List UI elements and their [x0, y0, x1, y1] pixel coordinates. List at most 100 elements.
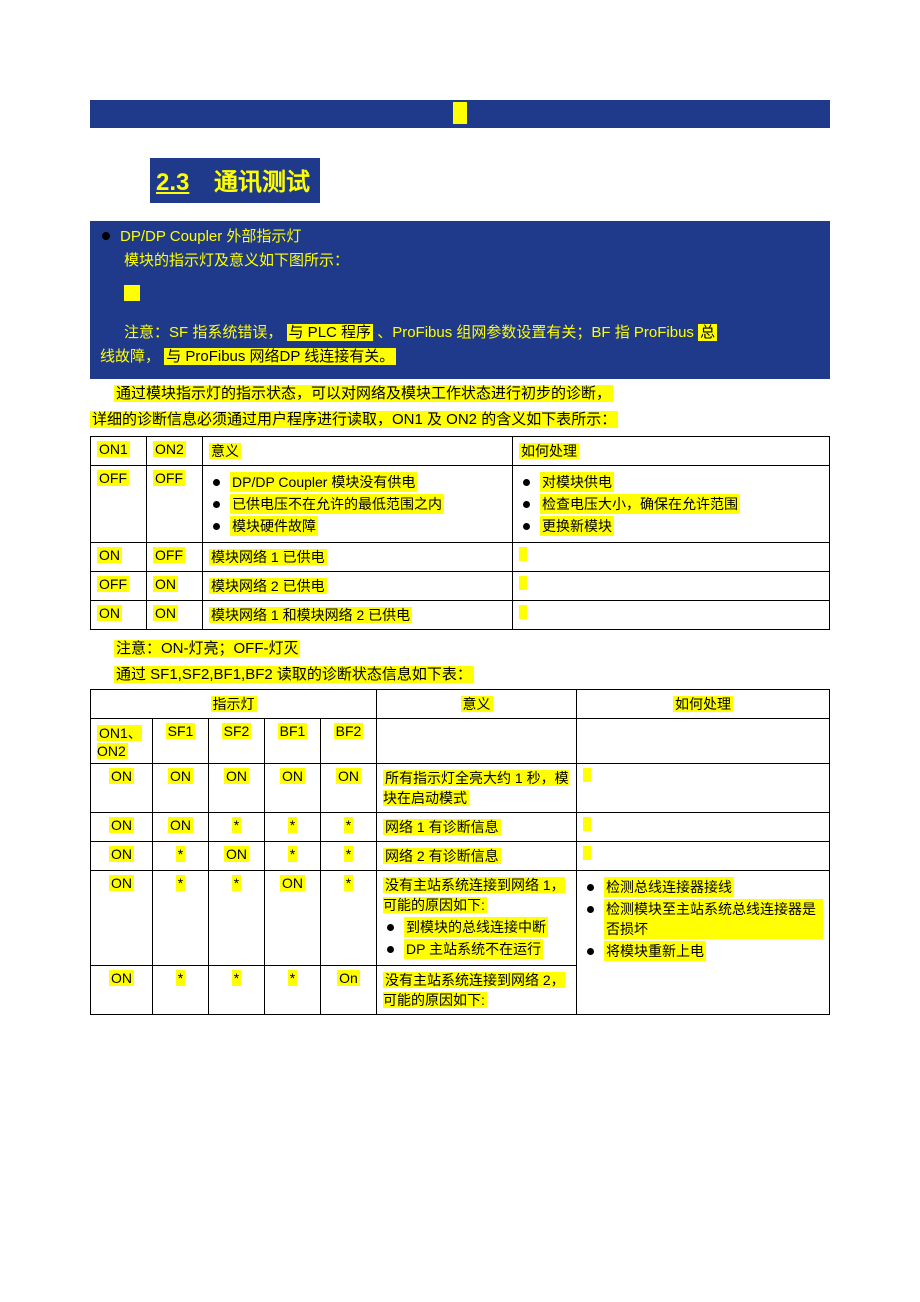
t2-r0-c1: ON	[168, 768, 193, 784]
t2-r1-meaning: 网络 1 有诊断信息	[383, 819, 501, 835]
table2-group-header: 指示灯 意义 如何处理	[91, 690, 830, 719]
t1-r2-on2: ON	[153, 576, 178, 592]
t2-sh1: SF1	[166, 723, 196, 739]
intro-note-hl1: 与 PLC 程序	[287, 324, 374, 341]
intro-block: DP/DP Coupler 外部指示灯 模块的指示灯及意义如下图所示： 注意：S…	[90, 221, 830, 379]
t1-r0-h1: 检查电压大小，确保在允许范围	[540, 494, 740, 514]
intro-bullet-text: DP/DP Coupler 外部指示灯	[120, 225, 301, 249]
t2-r3-mb1: DP 主站系统不在运行	[404, 939, 543, 959]
para1-line2: 详细的诊断信息必须通过用户程序进行读取，ON1 及 ON2 的含义如下表所示：	[90, 411, 618, 428]
table2-row1: ON ON * * * 网络 1 有诊断信息	[91, 813, 830, 842]
table2-sub-header: ON1、ON2 SF1 SF2 BF1 BF2	[91, 719, 830, 764]
intro-note-line1: 注意：SF 指系统错误， 与 PLC 程序 、ProFibus 组网参数设置有关…	[100, 321, 820, 345]
t2-r3-c1: *	[176, 875, 185, 891]
t2-r3-c3: ON	[280, 875, 305, 891]
t2-r0-handle	[583, 768, 591, 782]
section-title: 通讯测试	[214, 169, 310, 196]
t2-r4-c2: *	[232, 970, 241, 986]
t1-r0-m2: 模块硬件故障	[230, 516, 318, 536]
t1-r3-meaning: 模块网络 1 和模块网络 2 已供电	[209, 607, 412, 623]
t2-r1-c0: ON	[109, 817, 134, 833]
t2-r2-c3: *	[288, 846, 297, 862]
t2-r2-handle	[583, 846, 591, 860]
intro-note-mid2: 、ProFibus 组网参数设置有关；BF 指 ProFibus	[377, 324, 694, 341]
intro-note-line2: 线故障， 与 ProFibus 网络DP 线连接有关。	[100, 345, 820, 369]
bullet-dot-icon	[213, 501, 220, 508]
t1-r1-on2: OFF	[153, 547, 185, 563]
t1-h1: ON2	[153, 441, 186, 457]
t1-h3: 如何处理	[519, 443, 579, 459]
t2-r3-hb0: 检测总线连接器接线	[604, 877, 734, 897]
t1-r3-on1: ON	[97, 605, 122, 621]
t2-r0-c3: ON	[280, 768, 305, 784]
t2-r4-hb0: 将模块重新上电	[604, 941, 706, 961]
t2-sh3: BF1	[278, 723, 308, 739]
bullet-dot-icon	[587, 884, 594, 891]
table1-row2: OFF ON 模块网络 2 已供电	[91, 572, 830, 601]
t2-r1-c1: ON	[168, 817, 193, 833]
t2-r2-meaning: 网络 2 有诊断信息	[383, 848, 501, 864]
t1-r0-m1: 已供电压不在允许的最低范围之内	[230, 494, 444, 514]
t2-r0-c0: ON	[109, 768, 134, 784]
section-heading-row: 2.3 通讯测试	[150, 158, 830, 203]
section-number: 2.3	[156, 169, 189, 196]
t2-gh1: 意义	[461, 696, 493, 712]
t1-h2: 意义	[209, 443, 241, 459]
t1-r0-on2: OFF	[153, 470, 185, 486]
t1-h0: ON1	[97, 441, 130, 457]
t2-r4-c0: ON	[109, 970, 134, 986]
bullet-dot-icon	[587, 948, 594, 955]
table1-row0: OFF OFF DP/DP Coupler 模块没有供电 已供电压不在允许的最低…	[91, 466, 830, 543]
t2-sh2: SF2	[222, 723, 252, 739]
after-table1: 注意：ON-灯亮；OFF-灯灭 通过 SF1,SF2,BF1,BF2 读取的诊断…	[90, 636, 830, 687]
intro-note-line2b: 与 ProFibus 网络DP 线连接有关。	[164, 348, 396, 365]
t2-r1-handle	[583, 817, 591, 831]
t2-r3-c4: *	[344, 875, 353, 891]
t2-sh0: ON1、ON2	[97, 725, 142, 759]
table1: ON1 ON2 意义 如何处理 OFF OFF DP/DP Coupler 模块…	[90, 436, 830, 630]
t1-r0-meaning-list: DP/DP Coupler 模块没有供电 已供电压不在允许的最低范围之内 模块硬…	[209, 472, 506, 536]
para1-line1: 通过模块指示灯的指示状态，可以对网络及模块工作状态进行初步的诊断，	[114, 385, 613, 402]
after-t1-line: 通过 SF1,SF2,BF1,BF2 读取的诊断状态信息如下表：	[114, 666, 474, 683]
t2-r4-c4: On	[337, 970, 360, 986]
bullet-dot-icon	[523, 501, 530, 508]
after-t1-note: 注意：ON-灯亮；OFF-灯灭	[114, 640, 300, 657]
table2-row2: ON * ON * * 网络 2 有诊断信息	[91, 842, 830, 871]
bullet-dot-icon	[387, 924, 394, 931]
t2-r4-c3: *	[288, 970, 297, 986]
intro-line1: 模块的指示灯及意义如下图所示：	[100, 249, 820, 273]
bullet-dot-icon	[213, 479, 220, 486]
t2-r2-c1: *	[176, 846, 185, 862]
t2-r0-c2: ON	[224, 768, 249, 784]
section-heading: 2.3 通讯测试	[150, 158, 320, 203]
t1-r0-handle-list: 对模块供电 检查电压大小，确保在允许范围 更换新模块	[519, 472, 823, 536]
t2-r1-c2: *	[232, 817, 241, 833]
t2-r3-c2: *	[232, 875, 241, 891]
table2-row0: ON ON ON ON ON 所有指示灯全亮大约 1 秒，模块在启动模式	[91, 764, 830, 813]
bullet-dot-icon	[523, 523, 530, 530]
table1-header-row: ON1 ON2 意义 如何处理	[91, 437, 830, 466]
top-yellow-square	[453, 102, 467, 124]
bullet-dot-icon	[213, 523, 220, 530]
t2-r2-c0: ON	[109, 846, 134, 862]
t2-r0-meaning: 所有指示灯全亮大约 1 秒，模块在启动模式	[383, 770, 569, 806]
t1-r0-h0: 对模块供电	[540, 472, 614, 492]
bullet-dot-icon	[523, 479, 530, 486]
t2-r4-ml0: 没有主站系统连接到网络 2，可能的原因如下:	[383, 972, 565, 1008]
t1-r0-h2: 更换新模块	[540, 516, 614, 536]
intro-note-hl2: 总	[698, 324, 717, 341]
t2-r3-meaning-bullets: 到模块的总线连接中断 DP 主站系统不在运行	[383, 917, 570, 959]
t1-r0-on1: OFF	[97, 470, 129, 486]
bullet-dot-icon	[102, 232, 110, 240]
intro-small-square	[124, 285, 140, 301]
intro-note-line2a: 线故障，	[100, 348, 160, 365]
t2-gh2: 如何处理	[673, 696, 733, 712]
table1-row1: ON OFF 模块网络 1 已供电	[91, 543, 830, 572]
t2-r4-c1: *	[176, 970, 185, 986]
t1-r2-meaning: 模块网络 2 已供电	[209, 578, 327, 594]
t2-r3-hb1: 检测模块至主站系统总线连接器是否损坏	[604, 899, 823, 939]
t2-r3-mb0: 到模块的总线连接中断	[404, 917, 548, 937]
t1-r2-on1: OFF	[97, 576, 129, 592]
t1-r1-meaning: 模块网络 1 已供电	[209, 549, 327, 565]
para1: 通过模块指示灯的指示状态，可以对网络及模块工作状态进行初步的诊断， 详细的诊断信…	[90, 381, 830, 434]
